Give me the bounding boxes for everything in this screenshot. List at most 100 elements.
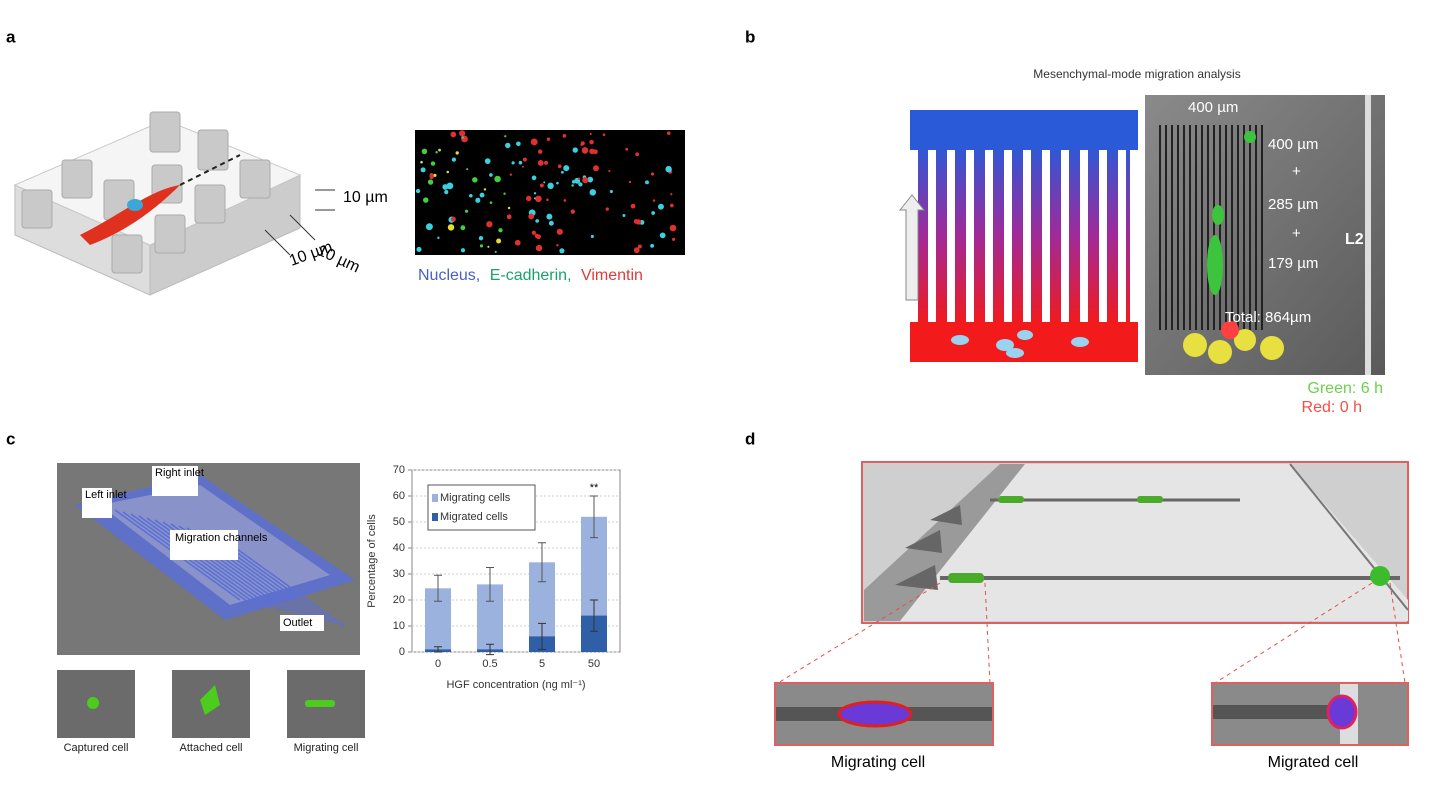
- cell: [625, 147, 629, 151]
- channel: [947, 150, 955, 322]
- y-tick-label: 60: [393, 490, 405, 502]
- bar-chart: 0 10 20 30 40 50 60 70 0 0.5 5 50 ** HGF concentratio…: [366, 464, 621, 691]
- cell: [420, 167, 426, 173]
- legend-swatch: [432, 494, 438, 502]
- channel: [1118, 150, 1126, 322]
- cell: [516, 141, 521, 147]
- channel: [138, 515, 265, 607]
- cell: [505, 142, 511, 149]
- y-tick-label: 30: [393, 568, 405, 580]
- cell: [504, 135, 507, 138]
- stain-legend: Nucleus, E-cadherin, Vimentin: [418, 267, 643, 284]
- cell: [539, 183, 544, 188]
- channel: [985, 150, 993, 322]
- cell: [563, 199, 567, 202]
- cell: [633, 247, 640, 254]
- cell: [447, 224, 455, 231]
- cell: [429, 172, 434, 177]
- channel: [1080, 150, 1088, 322]
- legend-label: Migrated cells: [440, 511, 508, 523]
- distance: 400 µm: [1268, 136, 1318, 153]
- x-axis-label: HGF concentration (ng ml⁻¹): [446, 679, 585, 691]
- cell: [587, 176, 594, 183]
- caption: Migrating cell: [831, 754, 925, 771]
- cell: [665, 165, 672, 173]
- cell: [421, 148, 428, 155]
- cell: [535, 244, 543, 252]
- cell: [657, 203, 664, 210]
- time-legend: Green: 6 h: [1307, 380, 1383, 397]
- cell: [628, 180, 632, 184]
- channel: [1061, 150, 1069, 322]
- plus: +: [1292, 163, 1301, 180]
- caption: Migrating cell: [294, 742, 359, 754]
- channel: [928, 150, 936, 322]
- y-tick-label: 50: [393, 516, 405, 528]
- y-tick-label: 20: [393, 594, 405, 606]
- cell: [496, 238, 502, 244]
- cell: [630, 203, 636, 209]
- cell: [650, 172, 655, 176]
- cell: [469, 194, 473, 198]
- cell: [635, 152, 640, 157]
- cell: [590, 234, 594, 239]
- plus: +: [1292, 225, 1301, 242]
- cell: [645, 180, 649, 185]
- cell: [533, 197, 537, 200]
- cell: [589, 189, 597, 196]
- cell: [670, 203, 674, 208]
- error-bar: [538, 542, 546, 583]
- cell: [651, 211, 656, 215]
- cell: [556, 228, 563, 235]
- cell: [483, 188, 487, 191]
- error-bar: [590, 599, 598, 632]
- cell: [605, 207, 609, 211]
- cell: [433, 173, 437, 177]
- cell: [479, 244, 484, 248]
- panel-label: c: [6, 429, 15, 448]
- error-bar: [538, 622, 546, 650]
- cell: [589, 139, 594, 145]
- distance: 285 µm: [1268, 196, 1318, 213]
- cell: [659, 232, 666, 239]
- cell: [422, 197, 429, 203]
- panel-label: a: [6, 27, 16, 46]
- cell: [589, 132, 592, 135]
- cell: [486, 221, 493, 228]
- cell: [437, 236, 440, 240]
- device-label: Migration channels: [175, 532, 268, 544]
- channel: [1099, 150, 1107, 322]
- distance: 179 µm: [1268, 255, 1318, 272]
- cell: [578, 182, 583, 187]
- caption: Captured cell: [64, 742, 129, 754]
- cell: [430, 161, 436, 166]
- channel: [966, 150, 974, 322]
- cell: [461, 136, 464, 139]
- panel-title: Mesenchymal-mode migration analysis: [1033, 67, 1240, 81]
- cell: [521, 165, 524, 168]
- cell: [514, 239, 521, 246]
- cell: [460, 225, 466, 231]
- y-axis-label: Percentage of cells: [366, 514, 378, 608]
- cell: [535, 219, 540, 223]
- error-bar: [590, 495, 598, 539]
- x-tick-label: 0.5: [482, 658, 497, 670]
- cell: [546, 198, 549, 202]
- cell: [507, 206, 511, 210]
- cell: [572, 147, 578, 153]
- cell: [530, 138, 538, 146]
- caption: Migrated cell: [1268, 754, 1359, 771]
- cell: [435, 150, 438, 154]
- cell: [547, 182, 554, 190]
- cell: [562, 134, 567, 138]
- cell: [561, 170, 564, 174]
- device-label: Right inlet: [155, 467, 204, 479]
- error-bar: [486, 643, 494, 656]
- cell: [464, 209, 469, 213]
- cell: [650, 243, 655, 248]
- cell: [577, 177, 581, 180]
- cell: [582, 177, 589, 184]
- cell: [466, 168, 469, 171]
- cell: [446, 170, 450, 174]
- cell: [563, 165, 570, 172]
